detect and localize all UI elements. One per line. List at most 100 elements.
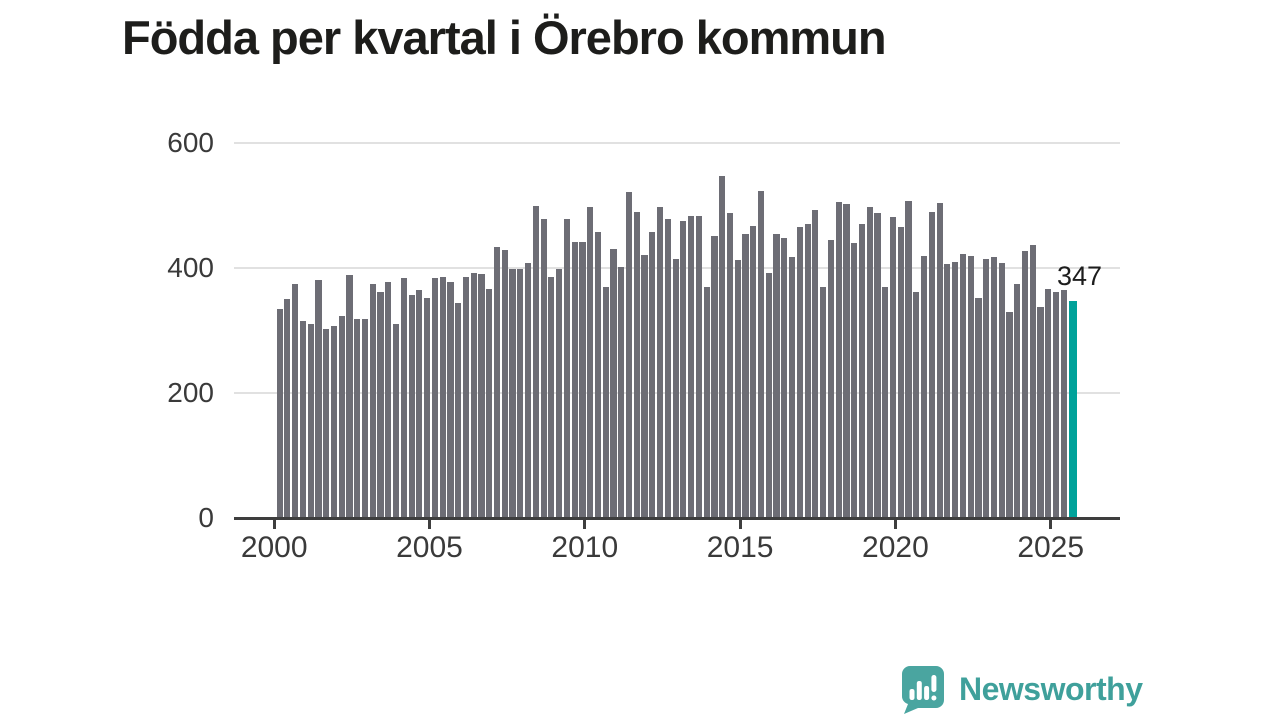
bar [913,291,920,518]
bar [812,209,819,518]
bar [843,204,850,518]
bar [501,249,508,518]
bar [532,206,539,518]
bar [664,219,671,518]
y-axis-label-400: 400 [167,252,214,283]
bar [1014,283,1021,518]
bar [315,279,322,518]
bar [323,329,330,518]
bar [851,243,858,518]
bar [998,263,1005,518]
bar [656,207,664,518]
bar [509,269,516,518]
y-axis-label-200: 200 [167,377,214,408]
newsworthy-speech-bubble-chart-icon [898,664,946,714]
chart-title: Födda per kvartal i Örebro kommun [122,11,887,64]
bar [571,241,578,518]
x-axis-tick-2015 [738,519,742,529]
bar [750,226,757,518]
bar [703,287,710,518]
bar [1006,311,1013,518]
bar [936,203,943,518]
bar [563,219,570,518]
bar [377,291,384,518]
bar [424,298,431,518]
x-axis-label-2000: 2000 [240,531,308,564]
bar [858,224,866,518]
bar [781,238,788,518]
bar [369,283,376,518]
bar [897,226,904,518]
bar [672,259,679,518]
bar [835,201,842,518]
bar [524,263,532,518]
bar [470,273,477,518]
x-axis-tick-2020 [893,519,897,529]
y-axis-label-600: 600 [167,127,214,158]
bar [346,274,353,518]
bar [866,207,873,518]
bar [276,309,283,518]
bar [361,318,369,518]
bar [602,287,609,518]
bar [1029,244,1036,518]
bar [827,239,834,518]
bar-highlight-2025Q3 [1068,301,1077,518]
bar [610,249,617,518]
bar [757,191,765,518]
y-gridline-600 [234,142,1120,144]
bar [944,264,951,518]
x-axis-label-2025: 2025 [1017,531,1085,564]
bar [711,236,718,518]
bar [594,232,602,518]
bar [431,278,438,518]
newsworthy-wordmark: Newsworthy [959,670,1143,707]
bar [299,320,306,518]
bar [726,213,734,518]
x-axis-tick-2005 [428,519,431,529]
bar [1060,289,1067,518]
x-axis-tick-2025 [1049,519,1053,529]
bar [905,200,912,518]
bar [540,219,547,518]
bar [618,266,625,518]
bar [1045,289,1052,518]
bar [447,282,454,518]
bar [695,216,702,518]
bar [478,274,485,518]
bar [688,216,695,518]
newsworthy-logo: Newsworthy [898,664,1143,714]
bar [920,256,928,518]
y-axis-label-0: 0 [198,502,214,533]
bar [889,217,897,518]
bar [719,176,726,518]
bar [416,289,423,518]
bar [765,273,772,518]
bar [1053,291,1060,518]
x-axis-label-2005: 2005 [396,531,463,564]
bar [641,254,648,518]
bar [284,298,291,518]
bar [952,262,959,518]
bar [975,298,982,518]
x-axis-tick-2000 [272,519,276,529]
bar [959,254,966,518]
bar [330,326,338,518]
bar [548,276,555,518]
bar [385,281,392,518]
bar [486,289,493,518]
x-axis-line [234,516,1120,520]
bar [579,241,586,518]
bar [804,224,811,518]
bar [773,233,780,518]
bar [990,256,998,518]
bar [734,259,741,518]
bar [796,226,803,518]
x-axis-label-2010: 2010 [551,531,619,564]
bar [820,286,827,518]
x-axis-label-2020: 2020 [862,531,929,564]
bar [967,256,974,518]
bar [455,303,462,518]
bar [439,276,446,518]
